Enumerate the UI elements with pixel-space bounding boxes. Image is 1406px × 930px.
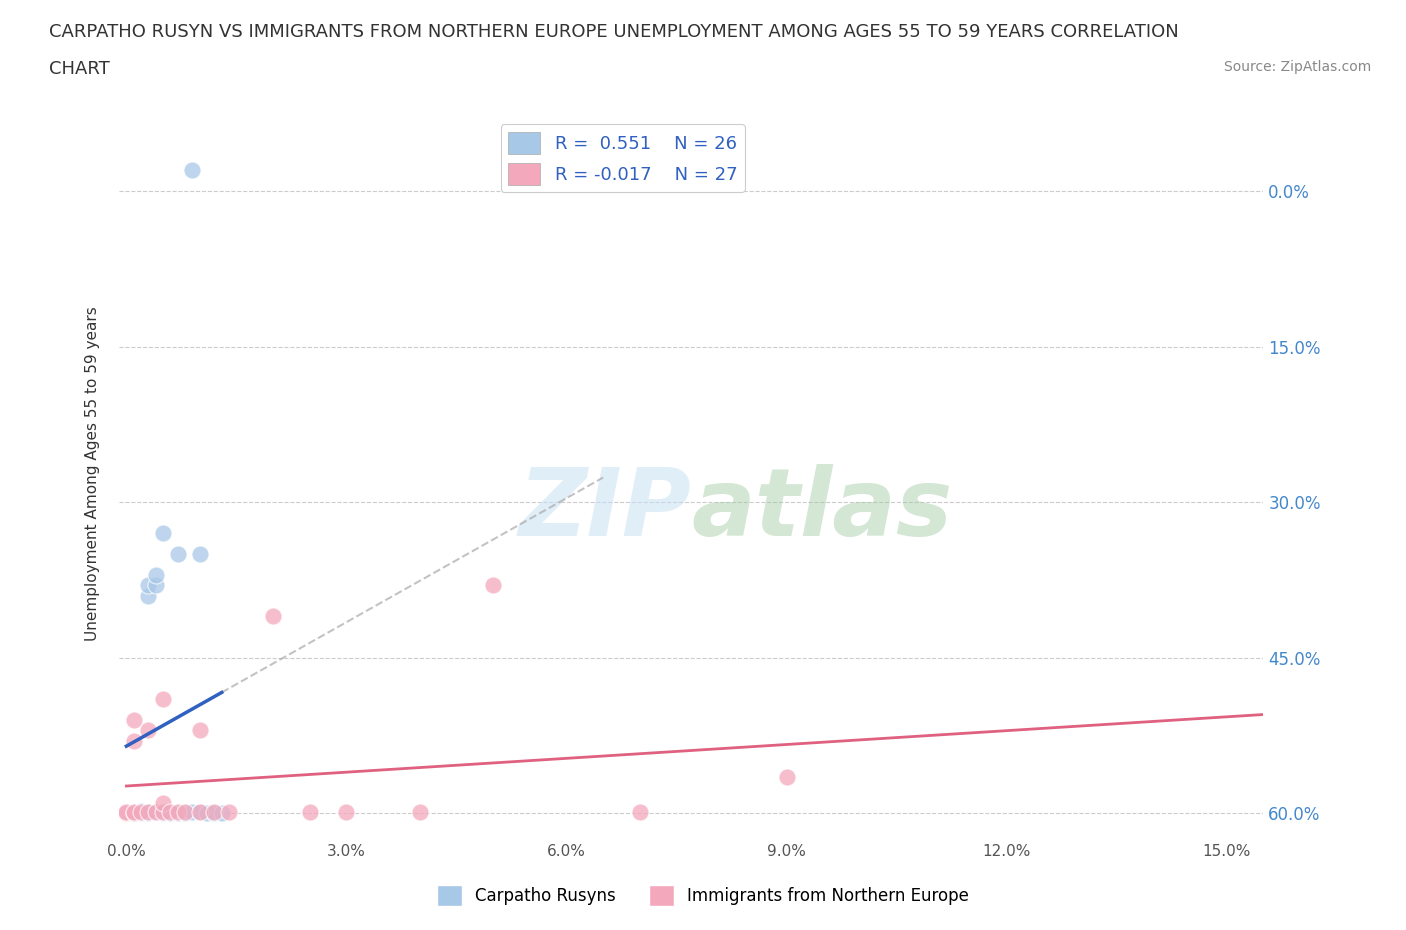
Point [138, 805, 160, 820]
Point [202, 806, 225, 821]
Point [218, 805, 240, 820]
Text: ZIP: ZIP [519, 464, 692, 556]
Point [188, 805, 211, 820]
Point [138, 588, 160, 603]
Point [174, 806, 197, 821]
Point [129, 806, 152, 821]
Point [181, 805, 204, 820]
Point [262, 609, 284, 624]
Point [298, 805, 321, 820]
Point [152, 805, 174, 820]
Point [159, 806, 181, 821]
Point [115, 805, 138, 820]
Point [138, 578, 160, 592]
Point [211, 806, 233, 821]
Point [152, 525, 174, 540]
Point [138, 805, 160, 820]
Point [138, 723, 160, 737]
Point [335, 805, 357, 820]
Point [181, 163, 204, 178]
Point [129, 804, 152, 818]
Point [122, 805, 145, 820]
Point [122, 712, 145, 727]
Point [188, 547, 211, 562]
Point [145, 578, 167, 592]
Y-axis label: Unemployment Among Ages 55 to 59 years: Unemployment Among Ages 55 to 59 years [86, 306, 100, 641]
Point [145, 805, 167, 820]
Point [145, 805, 167, 820]
Point [152, 692, 174, 707]
Point [122, 806, 145, 821]
Point [115, 806, 138, 821]
Point [152, 795, 174, 810]
Point [138, 806, 160, 821]
Point [159, 805, 181, 820]
Point [775, 770, 797, 785]
Point [152, 806, 174, 821]
Point [188, 805, 211, 820]
Point [195, 806, 218, 821]
Point [202, 805, 225, 820]
Point [166, 547, 188, 562]
Point [122, 734, 145, 749]
Point [166, 805, 188, 820]
Point [482, 578, 505, 592]
Text: CARPATHO RUSYN VS IMMIGRANTS FROM NORTHERN EUROPE UNEMPLOYMENT AMONG AGES 55 TO : CARPATHO RUSYN VS IMMIGRANTS FROM NORTHE… [49, 23, 1180, 41]
Point [129, 805, 152, 820]
Point [188, 723, 211, 737]
Text: CHART: CHART [49, 60, 110, 78]
Text: Source: ZipAtlas.com: Source: ZipAtlas.com [1223, 60, 1371, 74]
Text: atlas: atlas [692, 464, 952, 556]
Point [628, 805, 651, 820]
Point [122, 806, 145, 821]
Point [174, 805, 197, 820]
Point [122, 805, 145, 820]
Point [145, 567, 167, 582]
Legend: R =  0.551    N = 26, R = -0.017    N = 27: R = 0.551 N = 26, R = -0.017 N = 27 [501, 125, 745, 192]
Point [152, 805, 174, 820]
Point [166, 806, 188, 821]
Point [409, 805, 432, 820]
Point [129, 805, 152, 820]
Legend: Carpatho Rusyns, Immigrants from Northern Europe: Carpatho Rusyns, Immigrants from Norther… [430, 879, 976, 912]
